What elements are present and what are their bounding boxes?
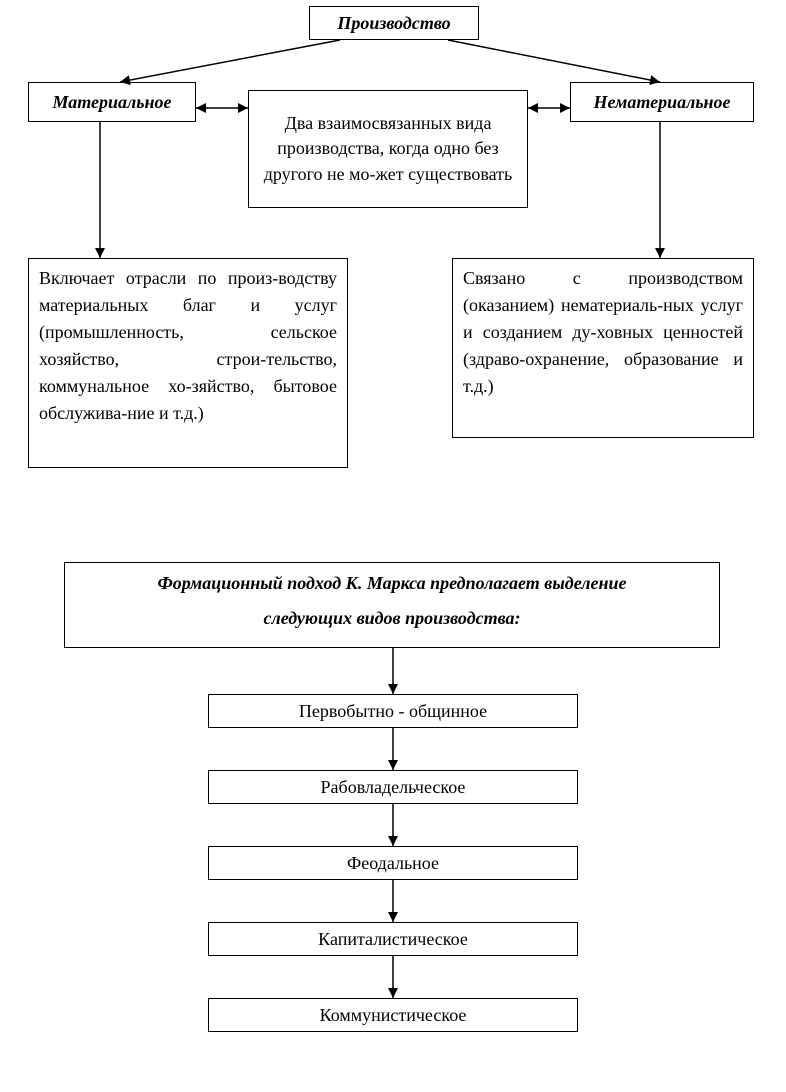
d2-title-line1: Формационный подход К. Маркса предполага… <box>81 573 703 594</box>
left-title-box: Материальное <box>28 82 196 122</box>
stage-label: Коммунистическое <box>320 1005 467 1026</box>
root-box: Производство <box>309 6 479 40</box>
center-text: Два взаимосвязанных вида производства, к… <box>259 111 517 187</box>
right-title-label: Нематериальное <box>593 92 730 113</box>
stage-label: Феодальное <box>347 853 439 874</box>
stage-box: Капиталистическое <box>208 922 578 956</box>
right-title-box: Нематериальное <box>570 82 754 122</box>
stage-box: Феодальное <box>208 846 578 880</box>
stage-box: Рабовладельческое <box>208 770 578 804</box>
left-title-label: Материальное <box>53 92 172 113</box>
right-desc-box: Связано с производством (оказанием) нема… <box>452 258 754 438</box>
d2-title-line2: следующих видов производства: <box>81 608 703 629</box>
stage-label: Рабовладельческое <box>321 777 466 798</box>
right-desc-text: Связано с производством (оказанием) нема… <box>463 268 743 396</box>
left-desc-box: Включает отрасли по произ-водству матери… <box>28 258 348 468</box>
stage-label: Первобытно - общинное <box>299 701 487 722</box>
center-box: Два взаимосвязанных вида производства, к… <box>248 90 528 208</box>
stage-box: Первобытно - общинное <box>208 694 578 728</box>
stage-box: Коммунистическое <box>208 998 578 1032</box>
root-label: Производство <box>337 13 450 34</box>
d2-title-box: Формационный подход К. Маркса предполага… <box>64 562 720 648</box>
stage-label: Капиталистическое <box>318 929 468 950</box>
left-desc-text: Включает отрасли по произ-водству матери… <box>39 268 337 423</box>
